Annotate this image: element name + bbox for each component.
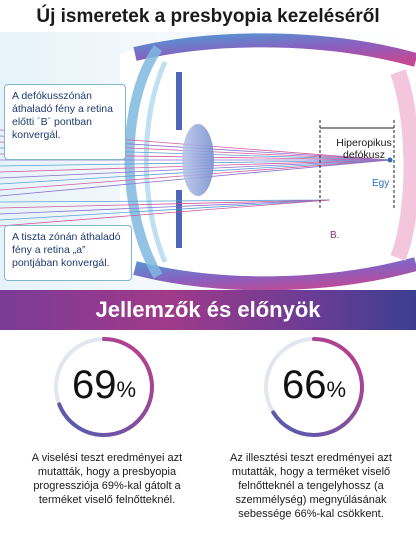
features-banner: Jellemzők és előnyök: [0, 290, 416, 330]
sclera-top: [133, 33, 416, 67]
progress-ring-right: [264, 337, 364, 437]
hyperopic-defocus-label: Hiperopikus defókusz: [336, 137, 392, 161]
stat-unit-left: %: [116, 377, 137, 402]
iris-top: [176, 72, 182, 130]
stat-ring-left: 69%: [50, 333, 158, 441]
stat-description-left: A viselési teszt eredményei azt mutatták…: [31, 452, 183, 506]
crystalline-lens: [182, 124, 214, 196]
focus-point-a: [387, 157, 393, 163]
stat-number-left: 69: [71, 363, 117, 407]
eye-diagram: A defókusszónán áthaladó fény a retina e…: [0, 32, 416, 295]
sclera-bottom: [133, 257, 416, 291]
iris-bottom: [176, 190, 182, 248]
stat-value-left: 69%: [50, 362, 158, 408]
stat-number-right: 66: [281, 363, 327, 407]
progress-ring-left: [54, 337, 154, 437]
stat-ring-right: 66%: [260, 333, 368, 441]
egy-label: Egy: [372, 178, 390, 189]
callout-clear-zone: A tiszta zónán áthaladó fény a retina „a…: [4, 225, 132, 281]
stat-unit-right: %: [326, 377, 347, 402]
cornea: [124, 45, 163, 279]
page-title: Új ismeretek a presbyopia kezeléséről: [36, 6, 380, 27]
point-b-label: B.: [330, 230, 340, 241]
callout-defocus-zone: A defókusszónán áthaladó fény a retina e…: [4, 84, 126, 160]
banner-title: Jellemzők és előnyök: [95, 297, 321, 322]
retina: [390, 69, 416, 261]
stat-description-right: Az illesztési teszt eredményei azt mutat…: [229, 452, 392, 520]
stat-value-right: 66%: [260, 362, 368, 408]
